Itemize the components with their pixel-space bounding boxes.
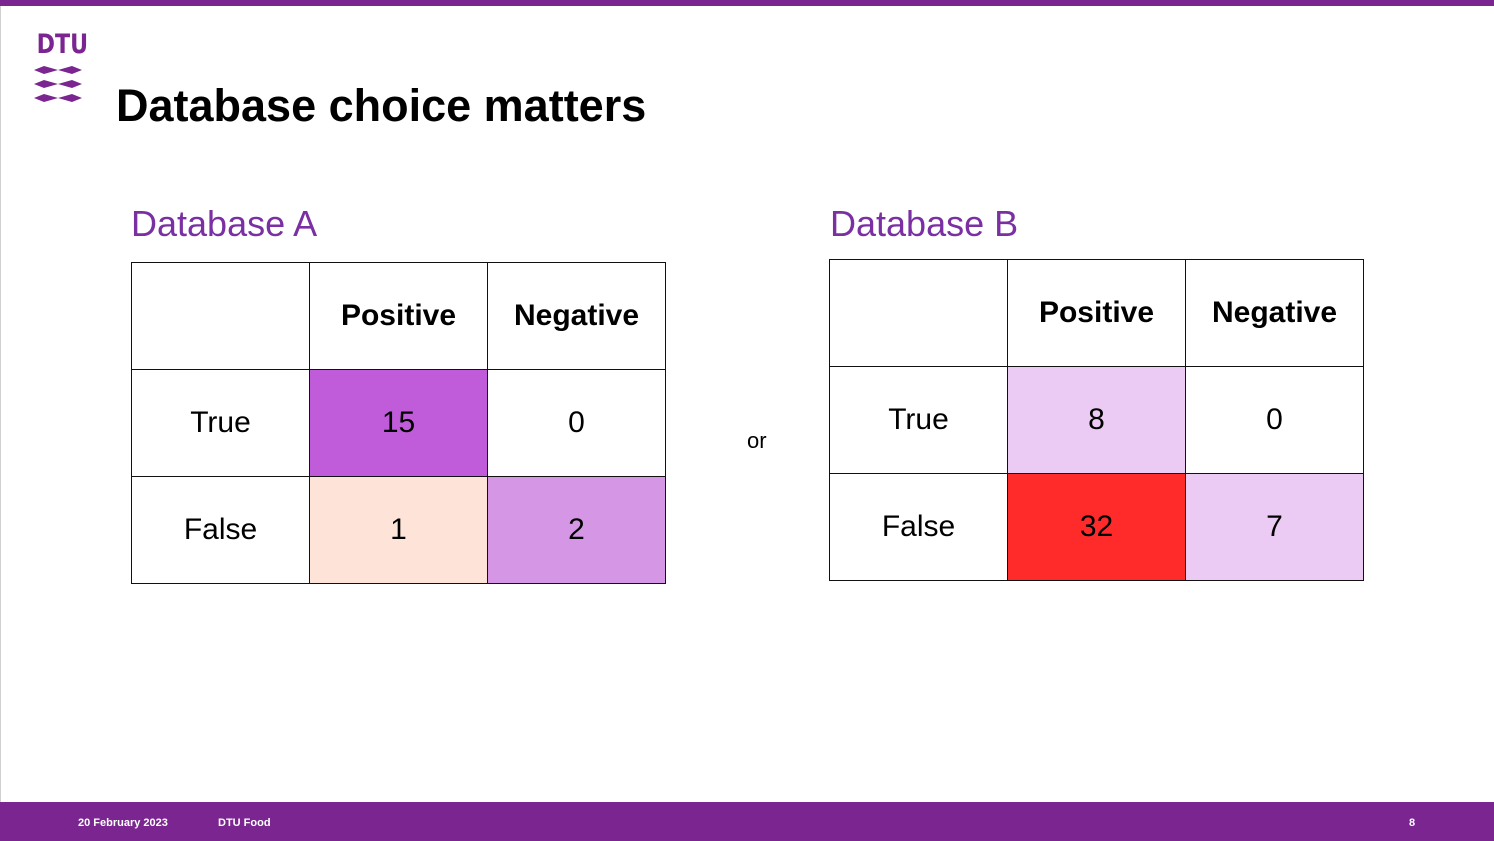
table-row: False 1 2 — [131, 476, 666, 584]
cell-false-positive: 32 — [1007, 473, 1186, 581]
row-label-true: True — [131, 369, 310, 477]
table-row: True 15 0 — [131, 369, 666, 477]
cell-true-positive: 15 — [309, 369, 488, 477]
dtu-logo: DTU — [32, 29, 89, 110]
database-a-table: Positive Negative True 15 0 False 1 2 — [131, 262, 666, 584]
cell-false-positive: 1 — [309, 476, 488, 584]
header-negative: Negative — [1185, 259, 1364, 367]
database-a-title: Database A — [131, 203, 318, 244]
cell-true-positive: 8 — [1007, 366, 1186, 474]
cell-true-negative: 0 — [1185, 366, 1364, 474]
footer-unit: DTU Food — [218, 817, 271, 829]
row-label-false: False — [829, 473, 1008, 581]
slide-title: Database choice matters — [116, 80, 647, 131]
cell-false-negative: 7 — [1185, 473, 1364, 581]
row-label-false: False — [131, 476, 310, 584]
cell-true-negative: 0 — [487, 369, 666, 477]
logo-text: DTU — [36, 29, 89, 60]
header-positive: Positive — [1007, 259, 1186, 367]
database-b-table: Positive Negative True 8 0 False 32 7 — [829, 259, 1364, 581]
database-b-title: Database B — [830, 203, 1019, 244]
table-row: True 8 0 — [829, 366, 1364, 474]
cell-false-negative: 2 — [487, 476, 666, 584]
page-number: 8 — [1409, 817, 1416, 829]
header-negative: Negative — [487, 262, 666, 370]
header-corner-cell — [131, 262, 310, 370]
header-positive: Positive — [309, 262, 488, 370]
or-separator: or — [747, 428, 767, 453]
logo-waves-icon — [34, 66, 82, 102]
top-accent-bar — [0, 0, 1494, 6]
row-label-true: True — [829, 366, 1008, 474]
footer-bar: 20 February 2023 DTU Food 8 — [0, 802, 1494, 841]
footer-date: 20 February 2023 — [78, 817, 168, 829]
slide-edge — [0, 6, 1, 802]
header-corner-cell — [829, 259, 1008, 367]
table-row: False 32 7 — [829, 473, 1364, 581]
